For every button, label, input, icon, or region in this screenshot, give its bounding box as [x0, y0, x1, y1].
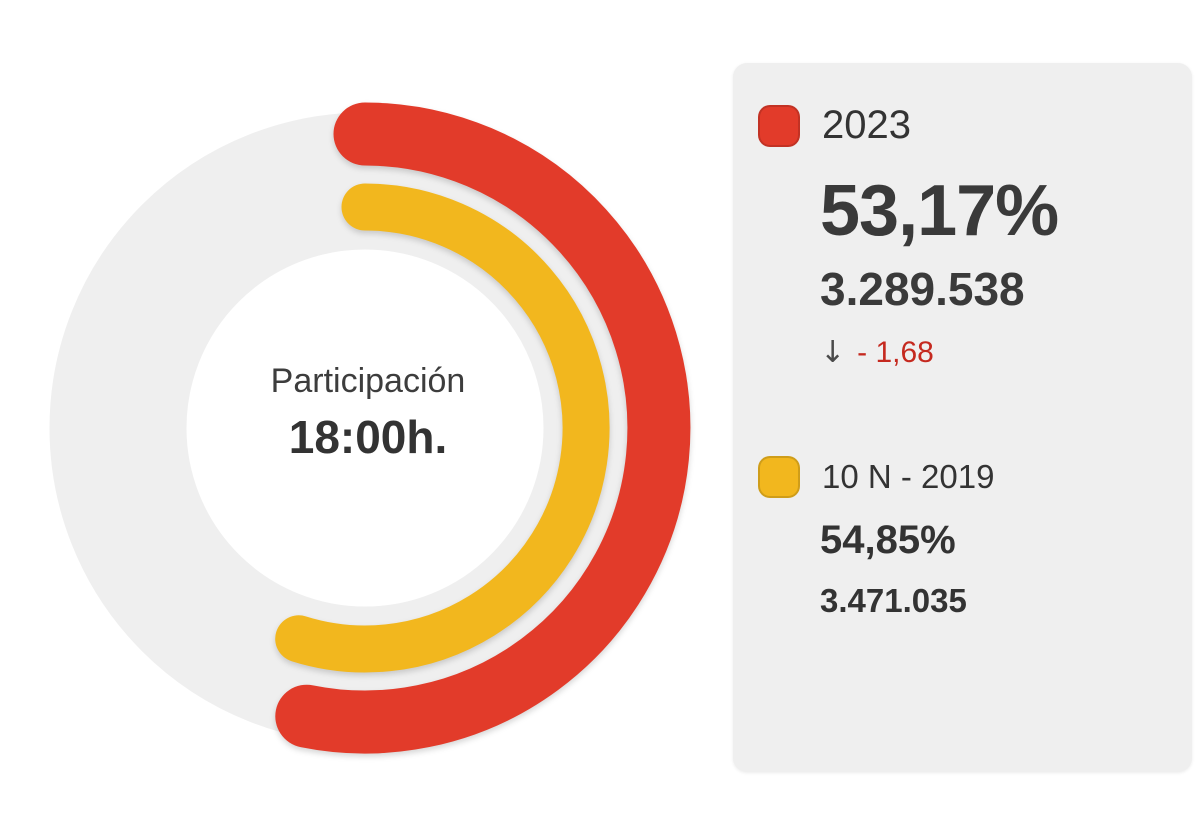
legend-block-2019: 10 N - 2019 54,85% 3.471.035 — [758, 455, 1192, 617]
delta-row-2023: ↓ - 1,68 — [820, 334, 1192, 370]
delta-value-2023: - 1,68 — [857, 335, 934, 369]
center-title: Participación — [270, 362, 466, 400]
votes-2019: 3.471.035 — [820, 581, 967, 619]
legend-block-2023: 2023 53,17% 3.289.538 ↓ - 1,68 — [758, 103, 1192, 368]
gauge-arc-2019 — [275, 183, 610, 673]
legend-label-2023: 2023 — [822, 103, 911, 147]
gauge-arc-2023 — [275, 102, 691, 754]
gauge-track-ring — [49, 112, 681, 744]
legend-head-2023: 2023 — [758, 103, 1192, 148]
votes-2023: 3.289.538 — [820, 262, 1025, 315]
arrow-down-icon: ↓ — [820, 334, 846, 370]
legend-swatch-2019 — [758, 455, 800, 498]
legend-panel: 2023 53,17% 3.289.538 ↓ - 1,68 10 N - 20… — [733, 63, 1192, 772]
legend-body-2019: 54,85% 3.471.035 — [820, 520, 1192, 617]
legend-label-2019: 10 N - 2019 — [822, 457, 995, 495]
gauge-center-label: Participación 18:00h. — [178, 360, 558, 466]
pct-2019: 54,85% — [820, 517, 956, 562]
legend-body-2023: 53,17% 3.289.538 ↓ - 1,68 — [820, 171, 1192, 370]
center-time: 18:00h. — [288, 410, 448, 463]
legend-head-2019: 10 N - 2019 — [758, 455, 1192, 498]
pct-2023: 53,17% — [820, 171, 1059, 251]
legend-swatch-2023 — [758, 104, 800, 147]
gauge-arcs — [275, 102, 691, 754]
